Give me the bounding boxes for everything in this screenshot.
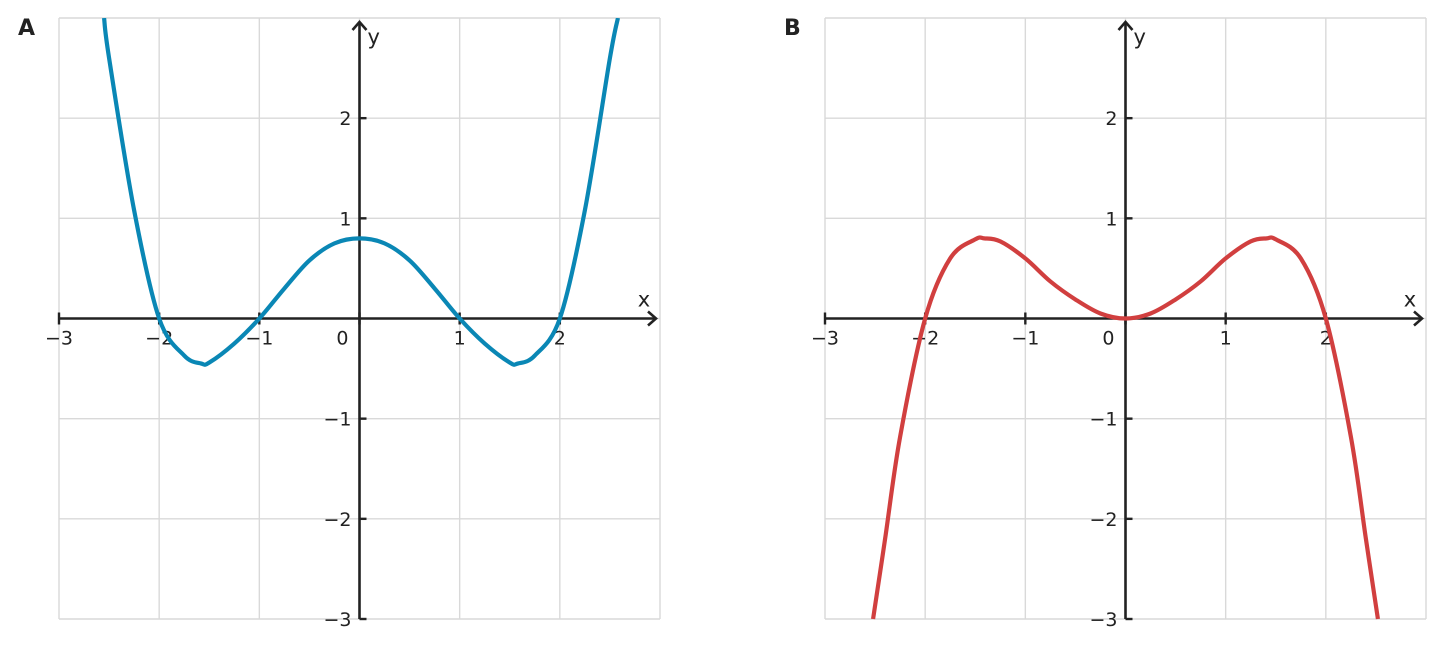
panel-a-series-line (101, 18, 620, 367)
panel-b-y-tick-label: 1 (1105, 208, 1117, 230)
panel-a-x-tick-label: −1 (245, 328, 273, 350)
panel-b-x-tick-label: −1 (1011, 328, 1039, 350)
panel-a-y-tick-label: −3 (323, 609, 351, 631)
panel-b-y-axis-arrow (1117, 20, 1134, 31)
panel-b-y-axis-label: y (1134, 25, 1146, 49)
panel-a-y-tick-label: −2 (323, 509, 351, 531)
panel-b-series-line (871, 235, 1380, 620)
panel-a-y-tick-label: 2 (339, 108, 351, 130)
panel-a-y-tick-label: −1 (323, 409, 351, 431)
panel-a-y-tick-label: 1 (339, 208, 351, 230)
panel-a-x-axis-label: x (638, 288, 650, 312)
panel-a-y-axis-arrow (351, 20, 368, 31)
panel-a-x-axis-arrow (647, 310, 658, 327)
panel-a-letter: A (18, 16, 35, 41)
panel-a-y-axis-label: y (368, 25, 380, 49)
panel-b-letter: B (784, 16, 801, 41)
panel-a-x-tick-label: 2 (554, 328, 566, 350)
panel-b-x-tick-label: −2 (911, 328, 939, 350)
panel-b-y-tick-label: 2 (1105, 108, 1117, 130)
panel-a-x-tick-label: −3 (45, 328, 73, 350)
panel-b-x-tick-label: −3 (811, 328, 839, 350)
panel-b-y-tick-label: −2 (1089, 509, 1117, 531)
panel-b-y-tick-label: −3 (1089, 609, 1117, 631)
panel-b-x-axis-label: x (1404, 288, 1416, 312)
panel-a-x-tick-label: 1 (454, 328, 466, 350)
panel-b-x-tick-label: 0 (1102, 328, 1114, 350)
panel-b-x-axis-arrow (1413, 310, 1424, 327)
panel-a-x-tick-label: 0 (336, 328, 348, 350)
panel-b-x-tick-label: 1 (1220, 328, 1232, 350)
panel-b-y-tick-label: −1 (1089, 409, 1117, 431)
